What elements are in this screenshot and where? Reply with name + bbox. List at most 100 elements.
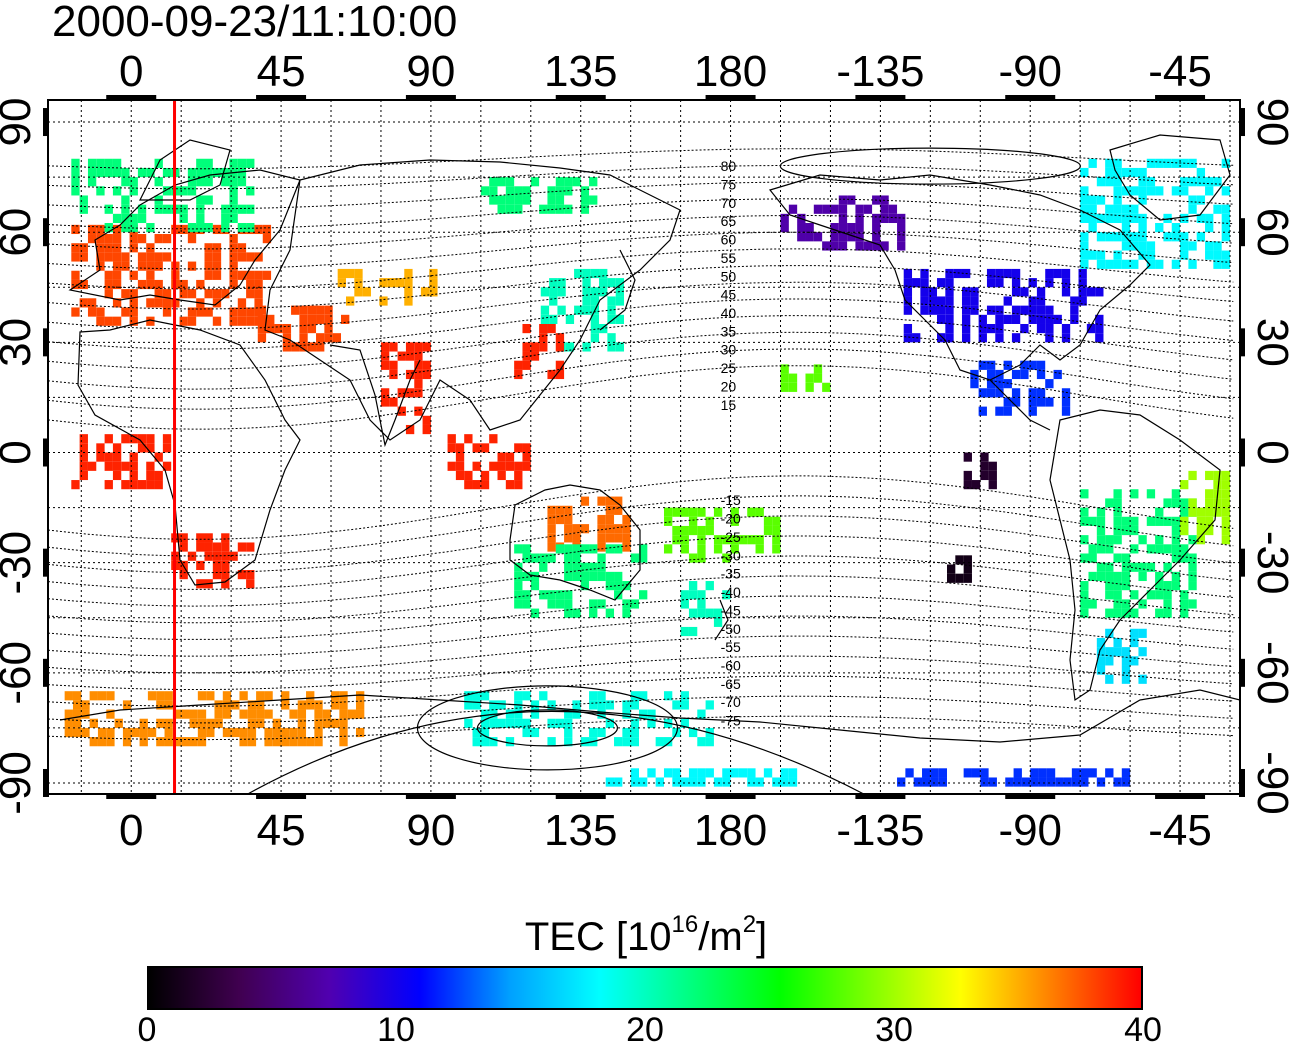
contour-label: 75 <box>721 176 737 192</box>
tec-cell <box>614 496 623 506</box>
tec-cell <box>246 158 255 168</box>
tec-cell <box>680 525 689 536</box>
tec-cell <box>1096 544 1106 554</box>
tec-cell <box>564 571 573 582</box>
tec-cell <box>1221 223 1231 233</box>
tec-cell <box>112 186 122 196</box>
tec-cell <box>564 737 573 747</box>
tec-cell <box>514 369 523 380</box>
tec-cell <box>780 373 789 383</box>
tec-cell <box>246 307 255 317</box>
tec-cell <box>514 562 523 572</box>
tec-cell <box>1205 507 1214 517</box>
tec-cell <box>705 700 714 710</box>
tec-cell <box>237 204 247 214</box>
tec-cell <box>505 718 515 728</box>
tec-cell <box>146 480 155 490</box>
tec-cell <box>1113 581 1122 591</box>
tec-cell <box>1138 232 1147 242</box>
tec-cell <box>564 553 573 563</box>
tec-cell <box>429 287 438 297</box>
tec-cell <box>1138 674 1147 684</box>
tec-cell <box>822 382 831 392</box>
tec-cell <box>582 268 591 279</box>
tec-cell <box>555 195 565 205</box>
tec-cell <box>1113 647 1122 657</box>
tec-cell <box>1061 323 1071 334</box>
tec-cell <box>614 544 623 554</box>
tec-cell <box>146 434 155 444</box>
tec-cell <box>903 305 913 315</box>
tec-cell <box>589 691 598 701</box>
tec-cell <box>1121 259 1131 269</box>
tec-cell <box>1080 608 1089 618</box>
tec-cell <box>121 177 130 187</box>
tec-cell <box>262 234 272 244</box>
tec-cell <box>822 241 831 251</box>
tec-cell <box>961 314 971 324</box>
lat-label-left: 90 <box>0 98 40 147</box>
tec-cell <box>237 542 247 552</box>
tec-cell <box>196 307 205 317</box>
tec-cell <box>1096 777 1106 787</box>
tec-cell <box>582 342 591 352</box>
tec-cell <box>539 562 548 572</box>
tec-cell <box>179 570 188 580</box>
tec-cell <box>1088 599 1097 609</box>
tec-cell <box>547 700 556 710</box>
tec-cell <box>605 514 615 525</box>
tec-cell <box>963 564 972 574</box>
tec-cell <box>104 279 113 290</box>
tec-cell <box>572 608 581 618</box>
tec-cell <box>1155 507 1164 517</box>
tec-cell <box>137 167 147 178</box>
tec-cell <box>888 213 898 224</box>
tec-cell <box>697 553 706 563</box>
tec-cell <box>1221 250 1231 260</box>
tec-cell <box>855 223 864 233</box>
tec-cell <box>1113 637 1122 648</box>
tec-cell <box>622 727 631 738</box>
tec-cell <box>112 234 122 244</box>
tec-cell <box>1005 777 1014 787</box>
tec-cell <box>589 700 598 710</box>
tec-cell <box>986 305 996 315</box>
tec-cell <box>239 737 248 747</box>
tec-cell <box>995 278 1004 288</box>
tec-cell <box>830 232 839 242</box>
tec-cell <box>1138 535 1147 545</box>
tec-cell <box>1113 535 1122 545</box>
tec-cell <box>1171 223 1181 233</box>
tec-region-central-asia <box>337 268 438 306</box>
tec-cell <box>221 579 230 589</box>
tec-cell <box>121 480 130 490</box>
tec-cell <box>1130 167 1139 178</box>
tec-cell <box>630 718 640 728</box>
tec-cell <box>455 452 465 462</box>
tec-cell <box>355 700 365 710</box>
tec-cell <box>1171 498 1181 508</box>
tec-cell <box>564 727 573 738</box>
tec-cell <box>838 241 848 251</box>
tec-cell <box>179 224 188 235</box>
tec-cell <box>1070 296 1079 306</box>
tec-cell <box>788 204 798 214</box>
tec-cell <box>266 323 275 334</box>
tec-cell <box>1121 571 1131 582</box>
tec-cell <box>639 590 648 600</box>
tec-cell <box>630 553 640 563</box>
tec-cell <box>522 195 531 205</box>
tec-cell <box>154 452 163 462</box>
tec-cell <box>79 443 88 453</box>
tec-cell <box>420 287 430 297</box>
tec-cell <box>1113 553 1122 563</box>
tec-cell <box>246 279 255 290</box>
tec-cell <box>763 525 773 536</box>
tec-cell <box>181 737 190 747</box>
contour-line <box>48 331 1234 390</box>
tec-cell <box>1180 186 1189 196</box>
tec-cell <box>986 268 996 279</box>
tec-cell <box>1096 562 1106 572</box>
tec-cell <box>1188 498 1197 508</box>
tec-cell <box>1171 186 1181 196</box>
